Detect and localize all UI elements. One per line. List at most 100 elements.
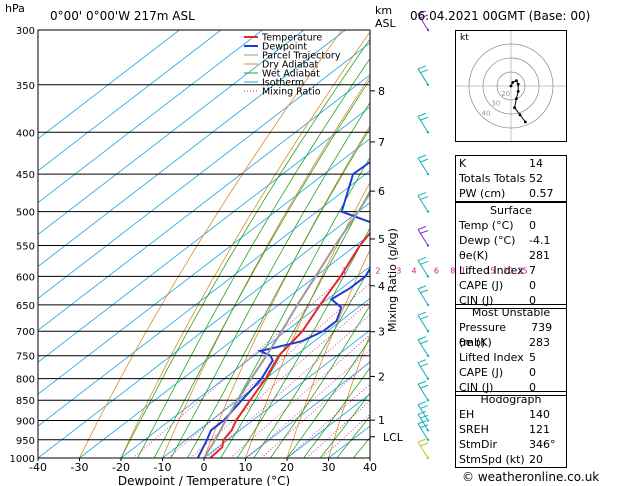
wind-barb-flag (419, 414, 429, 419)
pressure-tick-label: 850 (16, 396, 35, 407)
wind-barb (417, 10, 430, 32)
km-tick-label: 2 (378, 370, 385, 383)
wind-barb (417, 401, 430, 422)
isotherm-line (38, 30, 222, 172)
panel-row: StmSpd (kt) 20 (456, 452, 566, 467)
hodograph-ring-label: 30 (491, 100, 500, 108)
isotherm-line (38, 30, 180, 140)
wind-barb-flag (417, 10, 427, 15)
wind-barb (417, 112, 430, 134)
row-label: Pressure (mb) (459, 321, 506, 349)
wind-barb (417, 410, 430, 432)
wind-barb-dot (426, 419, 430, 422)
wind-barb-staff (417, 13, 429, 31)
row-value: 140 (529, 408, 550, 421)
mixing-ratio-line (321, 413, 370, 458)
wind-barb-dot (426, 354, 430, 357)
panel-title: Hodograph (480, 393, 542, 406)
wind-barb (417, 226, 430, 247)
hodograph-point (516, 90, 520, 93)
legend-label: Wet Adiabat (262, 69, 320, 80)
wind-barb-staff (417, 423, 429, 441)
asl-label: ASL (375, 17, 396, 30)
km-tick-label: 3 (378, 326, 385, 339)
wind-barb-flag (417, 154, 427, 159)
wind-barb-staff (417, 229, 429, 246)
pressure-tick-label: 600 (16, 272, 35, 283)
km-tick-label: 1 (378, 414, 385, 427)
wet-adiabat-line (270, 304, 370, 458)
wind-barb (417, 285, 430, 307)
row-label: Temp (°C) (459, 219, 514, 232)
wind-barb-staff (417, 288, 429, 306)
mixing-ratio-line (190, 300, 370, 458)
hodograph-ring-label: 40 (482, 109, 491, 117)
pressure-tick-label: 400 (16, 128, 35, 139)
panel-row: EH 140 (456, 407, 566, 422)
wind-barb-staff (417, 383, 429, 401)
legend-label: Dry Adiabat (262, 60, 319, 71)
mixing-ratio-tick-label: 20 (503, 266, 513, 275)
isotherm-line (38, 42, 370, 299)
isotherm-line (38, 106, 370, 363)
hodograph-stats-panel: Hodograph EH 140 SREH 121 StmDir 346° StmSpd (k… (455, 391, 567, 468)
wet-adiabat-line (303, 367, 370, 458)
row-value: 0 (529, 366, 536, 379)
legend-label: Dewpoint (262, 42, 307, 53)
isotherm-line (38, 30, 346, 267)
wind-barb (417, 380, 430, 402)
row-value: 0 (529, 294, 536, 307)
wind-barb-flag (417, 359, 427, 364)
temperature-tick-label: 20 (280, 461, 294, 474)
hpa-label: hPa (5, 2, 25, 15)
wind-barb (417, 154, 430, 176)
pressure-tick-label: 650 (16, 301, 35, 312)
wind-barb-flag (419, 158, 429, 163)
row-label: θe (K) (459, 336, 492, 349)
mixing-ratio-tick-label: 25 (517, 266, 527, 275)
row-label: Lifted Index (459, 351, 524, 364)
legend-label: Temperature (261, 33, 322, 44)
wind-barb-flag (417, 410, 427, 415)
pressure-tick-label: 700 (16, 327, 35, 338)
temperature-tick-label: -20 (112, 461, 130, 474)
isotherm-line (203, 329, 370, 458)
wind-barb-flag (417, 401, 427, 406)
mixing-ratio-axis-label: Mixing Ratio (g/kg) (386, 228, 399, 332)
wind-barb-staff (417, 441, 429, 459)
wind-barb-flag (419, 116, 429, 121)
wind-barb-dot (426, 172, 430, 176)
row-label: SREH (459, 423, 489, 436)
wind-barb-staff (417, 414, 429, 431)
hodograph-point (511, 81, 515, 84)
dry-adiabat-line (619, 30, 629, 458)
isotherm-line (79, 234, 370, 458)
legend-label: Isotherm (262, 78, 304, 89)
km-tick-label: 4 (378, 280, 385, 293)
dry-adiabat-line (328, 333, 370, 458)
km-tick-label: 7 (378, 136, 385, 149)
hodograph-point (518, 113, 522, 117)
wind-barb-dot (426, 399, 430, 402)
pressure-tick-label: 500 (16, 208, 35, 219)
mixing-ratio-tick-label: 2 (375, 266, 380, 275)
panel-title: Most Unstable (471, 306, 551, 319)
mixing-ratio-tick-label: 4 (412, 266, 417, 275)
km-tick-label: 5 (378, 233, 385, 246)
lcl-label: LCL (383, 431, 404, 444)
wind-barb-flag (419, 69, 429, 74)
row-value: 0 (529, 381, 536, 394)
panel-row: θe(K) 281 (456, 248, 566, 263)
row-value: 52 (529, 172, 543, 185)
panel-row: Temp (°C) 0 (456, 218, 566, 233)
wind-barb-staff (417, 314, 429, 332)
wind-barb (417, 311, 430, 333)
wind-barb-staff (417, 195, 429, 212)
row-value: 5 (529, 351, 536, 364)
row-value: 281 (529, 249, 550, 262)
temperature-tick-label: 40 (363, 461, 377, 474)
wind-barb (417, 256, 430, 278)
copyright: © weatheronline.co.uk (462, 470, 600, 484)
row-value: 0 (529, 279, 536, 292)
wind-barb-staff (417, 157, 429, 175)
